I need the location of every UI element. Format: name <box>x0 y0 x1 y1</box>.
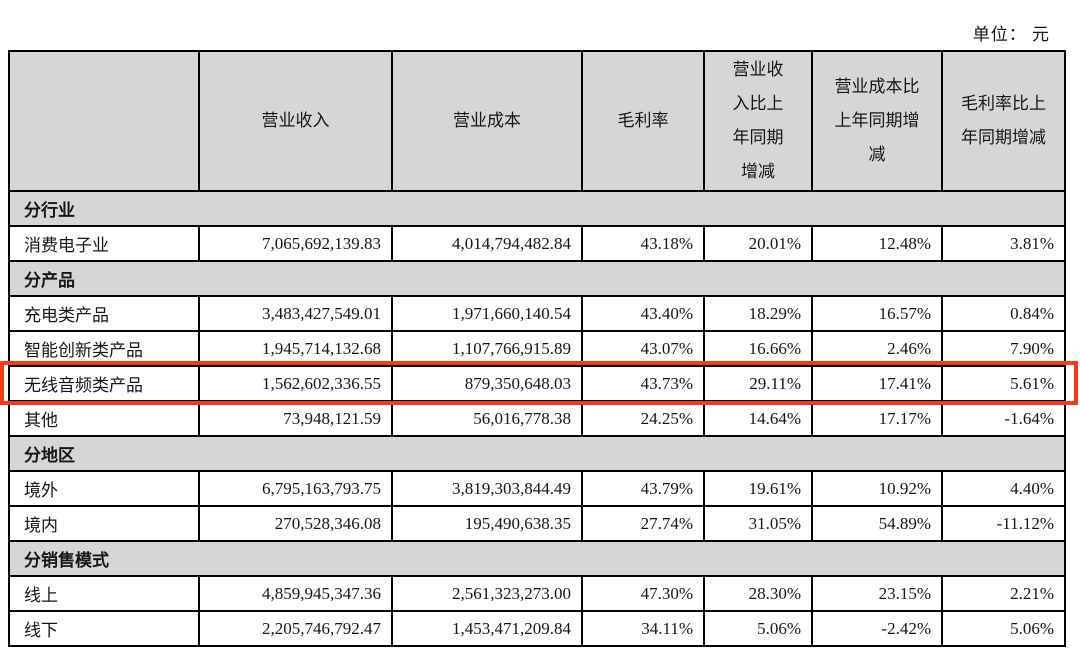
cell-revenue-yoy: 16.66% <box>703 330 813 367</box>
row-label: 线上 <box>8 575 200 612</box>
cell-cost-yoy: -2.42% <box>811 610 943 647</box>
cell-cost-yoy: 17.41% <box>811 365 943 402</box>
cell-cost: 1,107,766,915.89 <box>391 330 583 367</box>
cell-cost-yoy: 16.57% <box>811 295 943 332</box>
section-label: 分行业 <box>8 190 1066 227</box>
col-header-rowlabel <box>8 50 200 192</box>
cell-margin: 24.25% <box>581 400 705 437</box>
cell-cost: 879,350,648.03 <box>391 365 583 402</box>
cell-margin-yoy: 4.40% <box>941 470 1066 507</box>
cell-revenue-yoy: 14.64% <box>703 400 813 437</box>
cell-cost: 195,490,638.35 <box>391 505 583 542</box>
unit-label: 单位： 元 <box>972 25 1050 44</box>
cell-margin-yoy: 0.84% <box>941 295 1066 332</box>
table-row-consumer-electronics: 消费电子业 7,065,692,139.83 4,014,794,482.84 … <box>8 225 1066 262</box>
cell-margin-yoy: 7.90% <box>941 330 1066 367</box>
row-label: 其他 <box>8 400 200 437</box>
section-row-by-industry: 分行业 <box>8 190 1066 227</box>
cell-cost-yoy: 23.15% <box>811 575 943 612</box>
section-label: 分产品 <box>8 260 1066 297</box>
table-row-overseas: 境外 6,795,163,793.75 3,819,303,844.49 43.… <box>8 470 1066 507</box>
cell-margin: 43.18% <box>581 225 705 262</box>
table-row-wireless-audio-products: 无线音频类产品 1,562,602,336.55 879,350,648.03 … <box>8 365 1066 402</box>
cell-revenue: 3,483,427,549.01 <box>198 295 393 332</box>
cell-cost: 56,016,778.38 <box>391 400 583 437</box>
cell-margin: 43.07% <box>581 330 705 367</box>
cell-margin-yoy: -11.12% <box>941 505 1066 542</box>
cell-revenue-yoy: 29.11% <box>703 365 813 402</box>
row-label: 充电类产品 <box>8 295 200 332</box>
cell-revenue: 4,859,945,347.36 <box>198 575 393 612</box>
cell-margin: 47.30% <box>581 575 705 612</box>
cell-cost-yoy: 17.17% <box>811 400 943 437</box>
cell-margin: 43.40% <box>581 295 705 332</box>
table-row-domestic: 境内 270,528,346.08 195,490,638.35 27.74% … <box>8 505 1066 542</box>
section-row-by-sales-model: 分销售模式 <box>8 540 1066 577</box>
cell-margin: 34.11% <box>581 610 705 647</box>
cell-cost-yoy: 10.92% <box>811 470 943 507</box>
cell-revenue: 270,528,346.08 <box>198 505 393 542</box>
section-row-by-region: 分地区 <box>8 435 1066 472</box>
row-label: 境内 <box>8 505 200 542</box>
segment-breakdown-table: 营业收入 营业成本 毛利率 营业收入比上年同期增减 营业成本比上年同期增减 毛利… <box>8 50 1066 647</box>
row-label: 无线音频类产品 <box>8 365 200 402</box>
col-header-revenue: 营业收入 <box>198 50 393 192</box>
cell-revenue-yoy: 18.29% <box>703 295 813 332</box>
cell-revenue: 6,795,163,793.75 <box>198 470 393 507</box>
table-row-offline: 线下 2,205,746,792.47 1,453,471,209.84 34.… <box>8 610 1066 647</box>
col-header-revenue-yoy: 营业收入比上年同期增减 <box>703 50 813 192</box>
cell-cost: 4,014,794,482.84 <box>391 225 583 262</box>
cell-margin-yoy: 5.61% <box>941 365 1066 402</box>
table-row-online: 线上 4,859,945,347.36 2,561,323,273.00 47.… <box>8 575 1066 612</box>
cell-revenue: 73,948,121.59 <box>198 400 393 437</box>
row-label: 境外 <box>8 470 200 507</box>
section-label: 分地区 <box>8 435 1066 472</box>
cell-revenue-yoy: 20.01% <box>703 225 813 262</box>
cell-margin-yoy: 5.06% <box>941 610 1066 647</box>
col-header-cost-yoy: 营业成本比上年同期增减 <box>811 50 943 192</box>
cell-cost-yoy: 12.48% <box>811 225 943 262</box>
cell-margin: 27.74% <box>581 505 705 542</box>
row-label: 线下 <box>8 610 200 647</box>
table-row-charging-products: 充电类产品 3,483,427,549.01 1,971,660,140.54 … <box>8 295 1066 332</box>
cell-cost: 1,453,471,209.84 <box>391 610 583 647</box>
cell-margin: 43.73% <box>581 365 705 402</box>
cell-cost: 1,971,660,140.54 <box>391 295 583 332</box>
col-header-margin-yoy: 毛利率比上年同期增减 <box>941 50 1066 192</box>
cell-revenue: 7,065,692,139.83 <box>198 225 393 262</box>
row-label: 智能创新类产品 <box>8 330 200 367</box>
cell-cost-yoy: 54.89% <box>811 505 943 542</box>
cell-revenue: 1,945,714,132.68 <box>198 330 393 367</box>
cell-cost: 2,561,323,273.00 <box>391 575 583 612</box>
table-header-row: 营业收入 营业成本 毛利率 营业收入比上年同期增减 营业成本比上年同期增减 毛利… <box>8 50 1066 192</box>
cell-revenue: 1,562,602,336.55 <box>198 365 393 402</box>
table-row-smart-innovation-products: 智能创新类产品 1,945,714,132.68 1,107,766,915.8… <box>8 330 1066 367</box>
cell-margin: 43.79% <box>581 470 705 507</box>
cell-cost-yoy: 2.46% <box>811 330 943 367</box>
cell-revenue-yoy: 31.05% <box>703 505 813 542</box>
section-label: 分销售模式 <box>8 540 1066 577</box>
cell-revenue-yoy: 5.06% <box>703 610 813 647</box>
cell-margin-yoy: 2.21% <box>941 575 1066 612</box>
col-header-gross-margin: 毛利率 <box>581 50 705 192</box>
col-header-cost: 营业成本 <box>391 50 583 192</box>
cell-margin-yoy: 3.81% <box>941 225 1066 262</box>
section-row-by-product: 分产品 <box>8 260 1066 297</box>
row-label: 消费电子业 <box>8 225 200 262</box>
cell-revenue-yoy: 19.61% <box>703 470 813 507</box>
cell-margin-yoy: -1.64% <box>941 400 1066 437</box>
cell-revenue-yoy: 28.30% <box>703 575 813 612</box>
table-row-others: 其他 73,948,121.59 56,016,778.38 24.25% 14… <box>8 400 1066 437</box>
cell-cost: 3,819,303,844.49 <box>391 470 583 507</box>
cell-revenue: 2,205,746,792.47 <box>198 610 393 647</box>
